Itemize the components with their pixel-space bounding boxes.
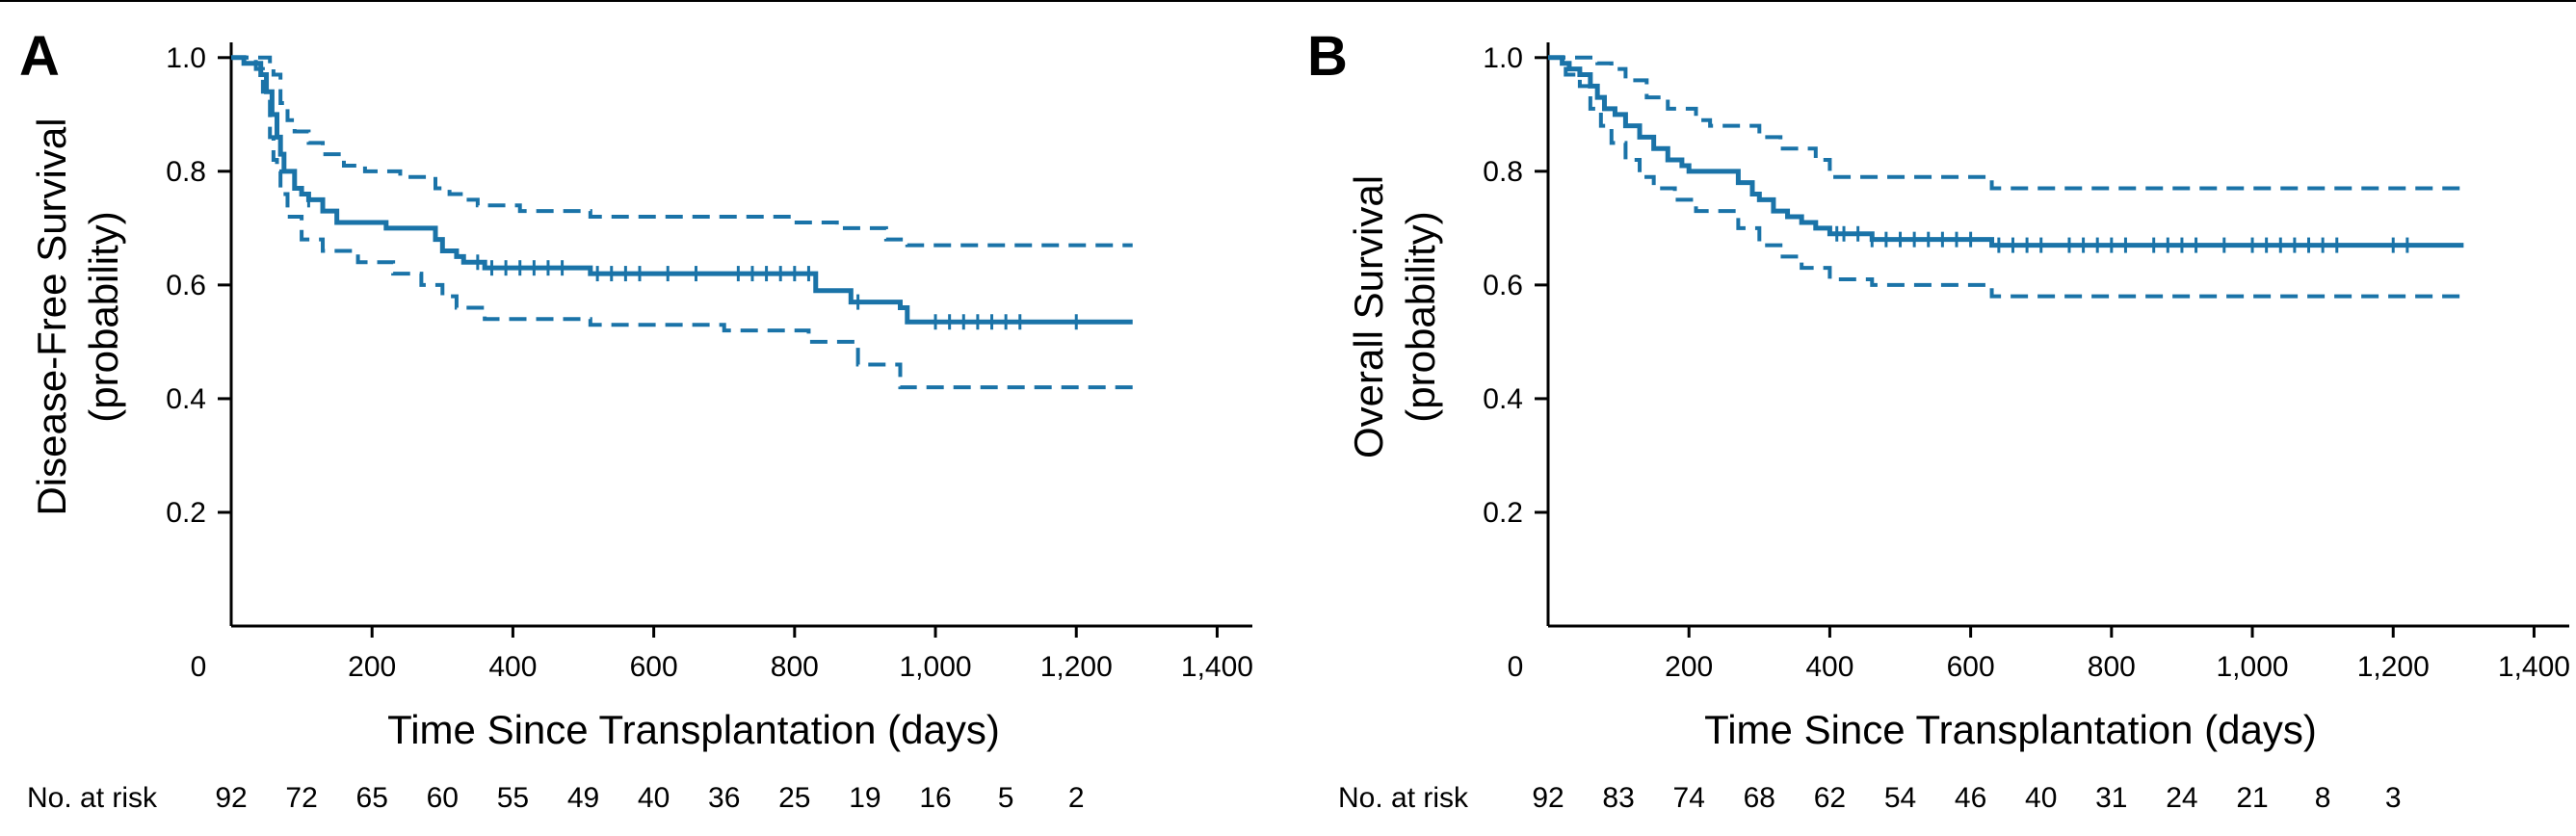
risk-count: 49 xyxy=(567,782,599,814)
risk-count: 62 xyxy=(1814,782,1846,814)
x-tick-label: 0 xyxy=(191,651,207,683)
x-tick-label: 600 xyxy=(1947,651,1995,683)
upper-confidence-band xyxy=(1548,55,2464,191)
risk-count: 5 xyxy=(998,782,1014,814)
x-tick-label: 200 xyxy=(1665,651,1713,683)
x-tick-label: 400 xyxy=(1805,651,1853,683)
risk-count: 83 xyxy=(1602,782,1634,814)
survival-curve xyxy=(1548,55,2464,248)
y-tick-label: 0.4 xyxy=(1483,383,1523,415)
x-tick-label: 800 xyxy=(771,651,819,683)
risk-count: 3 xyxy=(2385,782,2402,814)
x-tick-label: 1,200 xyxy=(1040,651,1113,683)
risk-count: 31 xyxy=(2095,782,2127,814)
y-tick-label: 0.6 xyxy=(166,270,206,301)
panel-a: A 0.2 0.4 0.6 0.8 1.0 0 200 400 600 800 1,000 1,200 1… xyxy=(19,25,1253,814)
risk-count: 92 xyxy=(1532,782,1564,814)
risk-count: 92 xyxy=(215,782,247,814)
x-tick-label: 400 xyxy=(488,651,537,683)
risk-count: 40 xyxy=(2025,782,2057,814)
x-tick-label: 600 xyxy=(630,651,678,683)
x-tick-label: 0 xyxy=(1508,651,1524,683)
top-border xyxy=(0,0,2576,2)
panel-b: B 0.2 0.4 0.6 0.8 1.0 0 200 400 600 800 1,000 1,200 1… xyxy=(1288,0,2576,836)
risk-count: 72 xyxy=(285,782,317,814)
x-tick-label: 1,000 xyxy=(2216,651,2288,683)
y-tick-label: 0.8 xyxy=(1483,156,1523,188)
risk-count: 8 xyxy=(2315,782,2331,814)
survival-curve xyxy=(231,55,1133,325)
y-axis-title-line2: (probability) xyxy=(81,211,126,422)
risk-count: 24 xyxy=(2166,782,2197,814)
risk-count: 25 xyxy=(778,782,810,814)
risk-count: 2 xyxy=(1068,782,1085,814)
risk-count: 74 xyxy=(1673,782,1705,814)
risk-label: No. at risk xyxy=(1338,782,1469,814)
x-axis-title: Time Since Transplantation (days) xyxy=(1704,707,2317,752)
y-tick-label: 1.0 xyxy=(166,42,206,74)
y-axis-title-line2: (probability) xyxy=(1398,211,1443,422)
risk-count: 55 xyxy=(497,782,529,814)
y-tick-label: 0.8 xyxy=(166,156,206,188)
x-tick-label: 1,400 xyxy=(1181,651,1253,683)
x-tick-label: 1,200 xyxy=(2357,651,2430,683)
x-tick-label: 800 xyxy=(2088,651,2136,683)
lower-confidence-band xyxy=(1548,55,2464,299)
risk-label: No. at risk xyxy=(27,782,158,814)
lower-confidence-band xyxy=(231,55,1133,390)
km-chart-b: B 0.2 0.4 0.6 0.8 1.0 0 200 400 600 800 1,000 1,200 1… xyxy=(1307,25,2570,814)
panel-letter: A xyxy=(19,25,60,88)
y-tick-label: 0.2 xyxy=(1483,497,1523,529)
risk-count: 36 xyxy=(708,782,740,814)
risk-count: 65 xyxy=(356,782,388,814)
risk-count: 68 xyxy=(1744,782,1775,814)
y-tick-label: 0.4 xyxy=(166,383,206,415)
y-axis-title-line1: Disease-Free Survival xyxy=(29,118,74,515)
x-tick-label: 1,000 xyxy=(899,651,971,683)
y-tick-label: 1.0 xyxy=(1483,42,1523,74)
risk-count: 21 xyxy=(2236,782,2268,814)
risk-count: 54 xyxy=(1884,782,1916,814)
risk-count: 19 xyxy=(849,782,881,814)
y-axis-title-line1: Overall Survival xyxy=(1346,175,1391,458)
y-tick-label: 0.2 xyxy=(166,497,206,529)
y-tick-label: 0.6 xyxy=(1483,270,1523,301)
x-tick-label: 200 xyxy=(348,651,396,683)
risk-count: 60 xyxy=(427,782,459,814)
risk-count: 40 xyxy=(638,782,670,814)
risk-count: 46 xyxy=(1955,782,1986,814)
x-tick-label: 1,400 xyxy=(2498,651,2570,683)
upper-confidence-band xyxy=(231,55,1133,248)
x-axis-title: Time Since Transplantation (days) xyxy=(387,707,1000,752)
risk-count: 16 xyxy=(919,782,951,814)
panel-letter: B xyxy=(1307,25,1348,88)
km-chart-a: A 0.2 0.4 0.6 0.8 1.0 0 200 400 600 800 1,000 1,200 1… xyxy=(19,25,1253,814)
